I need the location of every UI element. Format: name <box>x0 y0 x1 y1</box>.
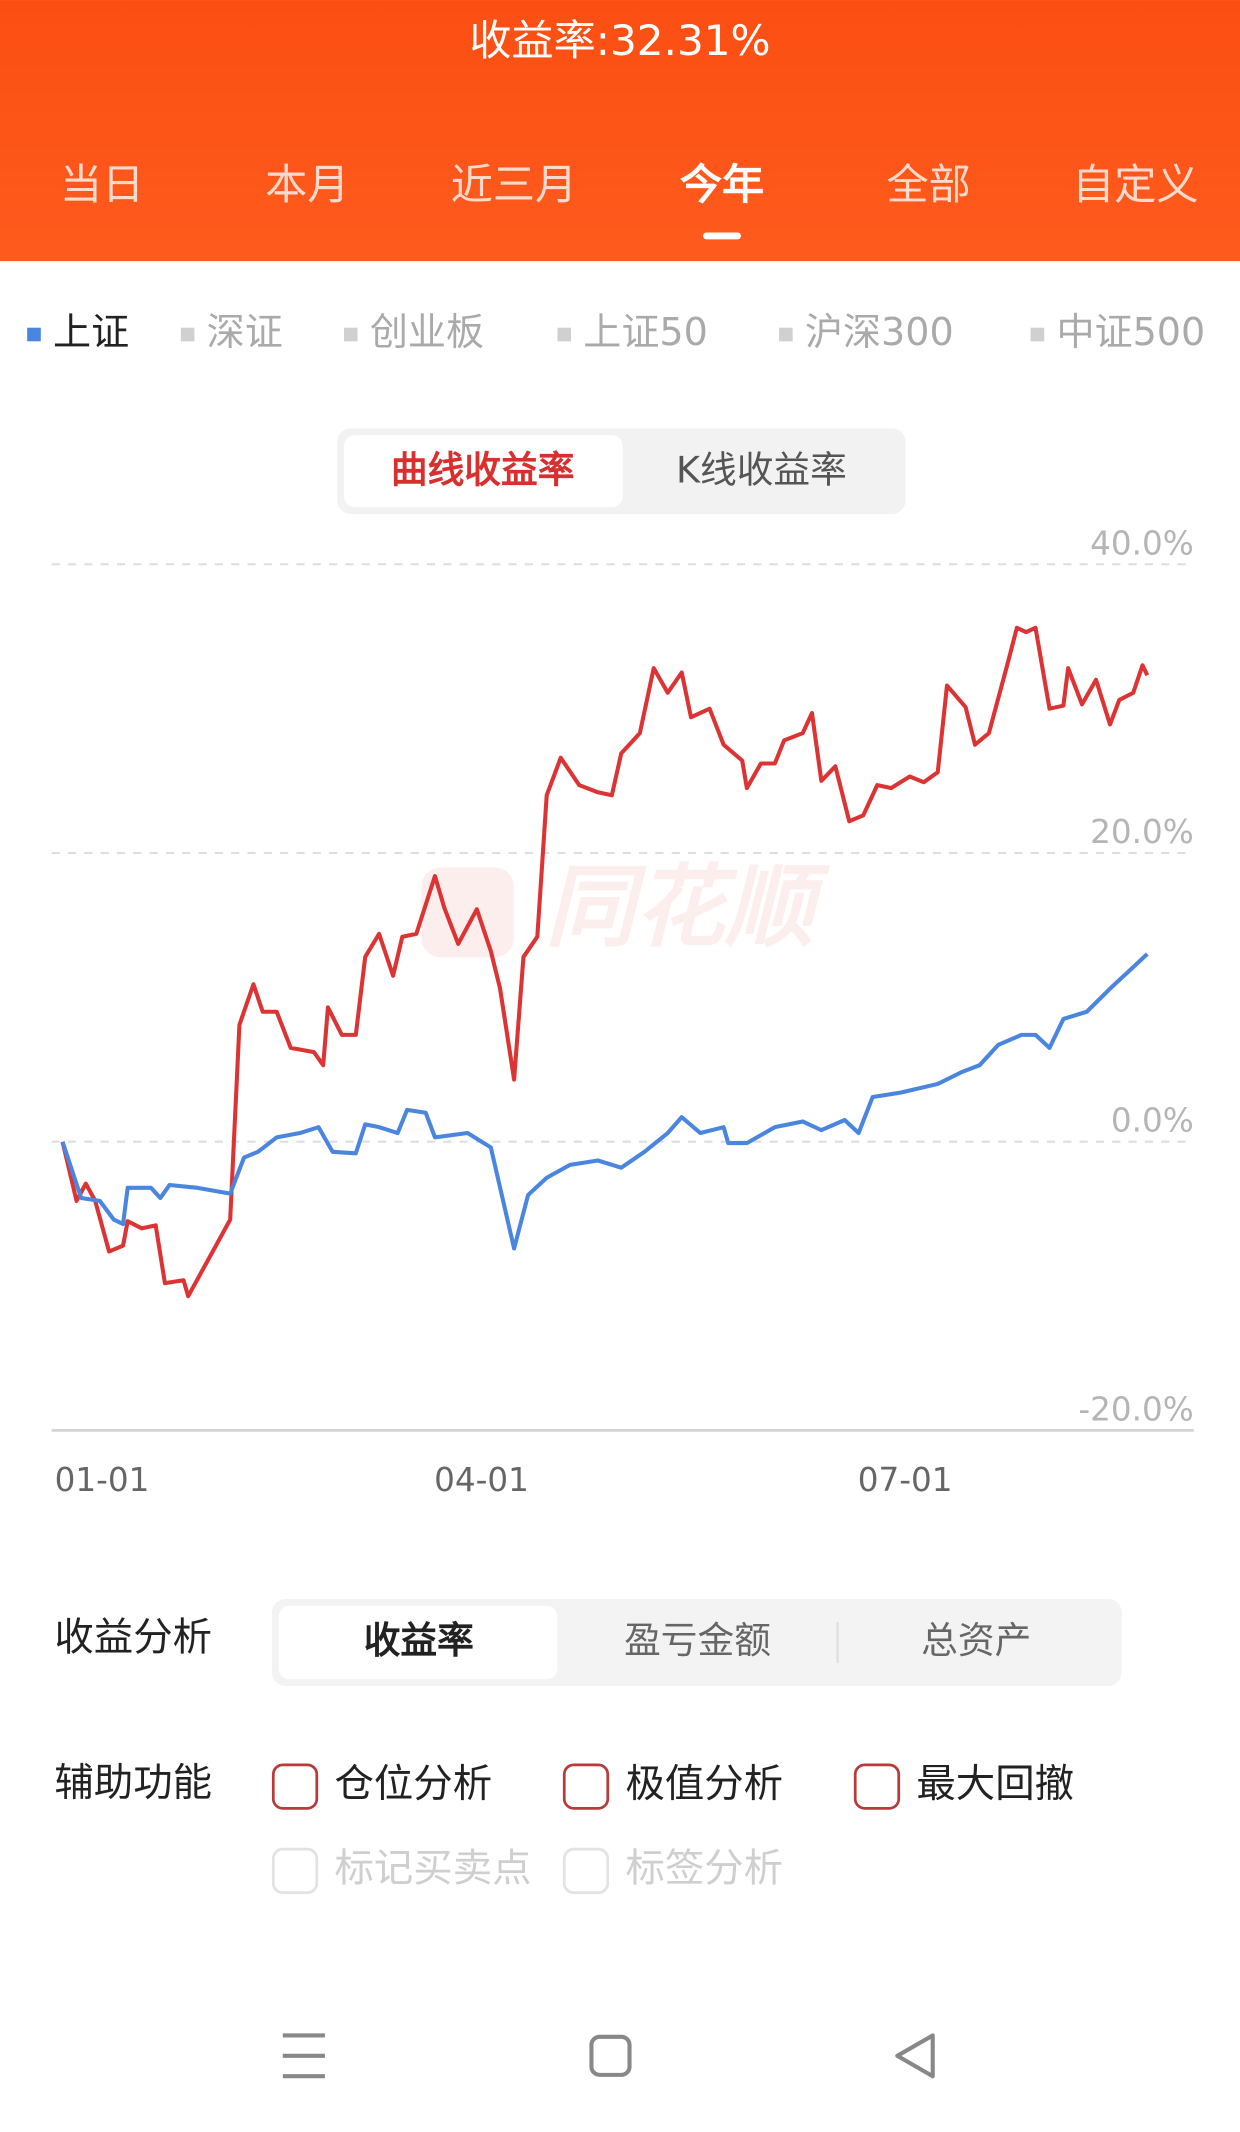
y-tick-label: 40.0% <box>1090 524 1194 562</box>
checkbox <box>562 1847 610 1895</box>
mode-option[interactable]: 曲线收益率 <box>391 448 575 491</box>
watermark: 同花顺 <box>545 856 830 960</box>
series-line <box>60 625 1150 1299</box>
legend-label[interactable]: 上证50 <box>583 310 708 354</box>
y-tick-label: 20.0% <box>1090 813 1194 851</box>
mode-selected-bg <box>343 435 623 508</box>
mode-options: 曲线收益率 K线收益率 <box>343 435 847 508</box>
analysis-option[interactable]: 盈亏金额 <box>624 1619 771 1662</box>
x-tick-label: 01-01 <box>55 1461 150 1499</box>
legend-label[interactable]: 创业板 <box>370 310 484 354</box>
legend-swatch <box>27 327 41 342</box>
legend-swatch <box>779 327 793 342</box>
analysis-option[interactable]: 总资产 <box>921 1619 1031 1662</box>
tools-label: 辅助功能 <box>54 1760 212 1806</box>
chart: 同花顺 40.0% 20.0% 0.0% -20.0% 01-01 04-01 07-01 <box>51 524 1194 1499</box>
analysis-option[interactable]: 收益率 <box>364 1619 474 1662</box>
analysis-label: 收益分析 <box>54 1614 212 1660</box>
tab[interactable]: 当日 <box>60 160 144 209</box>
checkbox[interactable] <box>562 1763 610 1810</box>
checkbox[interactable] <box>271 1763 319 1810</box>
checkbox-label: 标签分析 <box>625 1845 783 1891</box>
back-button[interactable] <box>895 2033 935 2079</box>
series-line <box>60 952 1149 1251</box>
tab-indicator <box>702 232 742 240</box>
legend-swatch <box>1030 327 1045 342</box>
checkbox-label: 标记买卖点 <box>334 1845 531 1891</box>
checkbox-label[interactable]: 仓位分析 <box>334 1761 492 1807</box>
tab[interactable]: 今年 <box>680 160 764 209</box>
x-tick-label: 07-01 <box>858 1461 953 1499</box>
header-bg <box>0 0 1240 262</box>
watermark-icon <box>421 867 514 958</box>
checkbox[interactable] <box>853 1763 901 1810</box>
tab[interactable]: 全部 <box>887 160 971 209</box>
nav-bar <box>282 2033 935 2079</box>
legend-label[interactable]: 中证500 <box>1056 310 1205 354</box>
index-legend: 上证 深证 创业板 上证50 沪深300 中证500 <box>27 310 1205 354</box>
tab[interactable]: 自定义 <box>1072 160 1198 209</box>
checkbox-label[interactable]: 极值分析 <box>625 1761 783 1807</box>
tab[interactable]: 近三月 <box>451 160 577 209</box>
legend-label[interactable]: 上证 <box>53 310 129 354</box>
mode-option[interactable]: K线收益率 <box>676 448 847 491</box>
analysis-selected-bg <box>278 1605 558 1680</box>
menu-button[interactable] <box>282 2033 325 2079</box>
tabs: 当日 本月 近三月 今年 全部 自定义 <box>60 160 1198 240</box>
legend-swatch <box>557 327 572 342</box>
checkbox-label[interactable]: 最大回撤 <box>916 1761 1074 1807</box>
legend-swatch <box>180 327 195 342</box>
legend-swatch <box>343 327 358 342</box>
x-tick-label: 04-01 <box>434 1461 529 1499</box>
legend-label[interactable]: 沪深300 <box>805 310 954 354</box>
analysis-options: 收益率 盈亏金额 总资产 <box>278 1605 1031 1680</box>
tab[interactable]: 本月 <box>265 160 349 209</box>
y-tick-label: 0.0% <box>1111 1102 1194 1140</box>
legend-label[interactable]: 深证 <box>207 310 283 354</box>
y-tick-label: -20.0% <box>1078 1390 1193 1428</box>
checkbox <box>271 1847 319 1895</box>
header-title: 收益率:32.31% <box>469 16 770 65</box>
home-button[interactable] <box>589 2034 632 2077</box>
